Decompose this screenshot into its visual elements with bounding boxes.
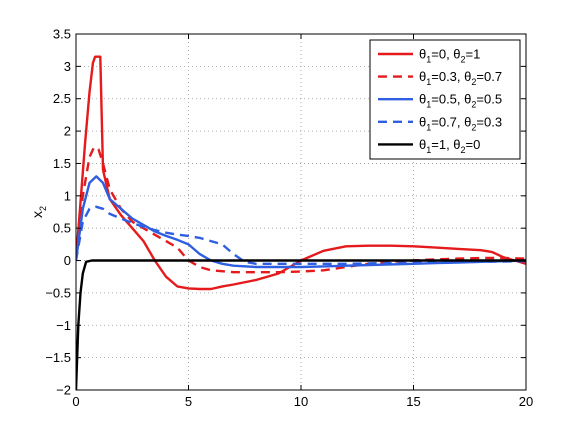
x-tick-label: 5 <box>185 394 192 409</box>
legend: θ1=0, θ2=1 θ1=0.3, θ2=0.7 θ1=0.5, θ2=0.5 θ1… <box>369 39 521 160</box>
series-line-4 <box>76 205 526 265</box>
x-tick-label: 15 <box>406 394 420 409</box>
legend-label-1: θ1=0, θ2=1 <box>419 47 480 65</box>
y-tick-label: 0 <box>64 253 71 268</box>
data-series <box>76 55 526 390</box>
tick-labels: 0 5 10 15 20 −2 −1.5 −1 −0.5 0 0.5 1 1.5 2 2.5 3 3.5 <box>45 27 533 410</box>
y-tick-label: −1 <box>56 318 71 333</box>
y-tick-label: 3.5 <box>53 27 71 42</box>
axis-ticks <box>75 33 527 391</box>
y-tick-label: 1.5 <box>53 156 71 171</box>
y-tick-label: −2 <box>56 383 71 398</box>
legend-label-4: θ1=0.7, θ2=0.3 <box>419 114 502 132</box>
y-tick-label: 0.5 <box>53 221 71 236</box>
y-tick-label: 2 <box>64 124 71 139</box>
legend-label-2: θ1=0.3, θ2=0.7 <box>419 69 502 87</box>
x-tick-label: 10 <box>294 394 308 409</box>
x-tick-label: 20 <box>519 394 533 409</box>
y-axis-label-subscript: 2 <box>38 206 48 211</box>
y-tick-label: 3 <box>64 59 71 74</box>
y-tick-label: −1.5 <box>45 350 71 365</box>
y-axis-label: x2 <box>29 206 48 218</box>
legend-box <box>369 39 521 160</box>
legend-label-3: θ1=0.5, θ2=0.5 <box>419 92 502 110</box>
y-tick-label: 2.5 <box>53 91 71 106</box>
legend-label-5: θ1=1, θ2=0 <box>419 137 480 155</box>
series-line-1 <box>76 55 526 291</box>
y-axis-label-main: x <box>29 211 45 218</box>
y-tick-label: −0.5 <box>45 285 71 300</box>
y-tick-label: 1 <box>64 188 71 203</box>
series-line-5 <box>76 259 526 390</box>
x-tick-label: 0 <box>72 394 79 409</box>
